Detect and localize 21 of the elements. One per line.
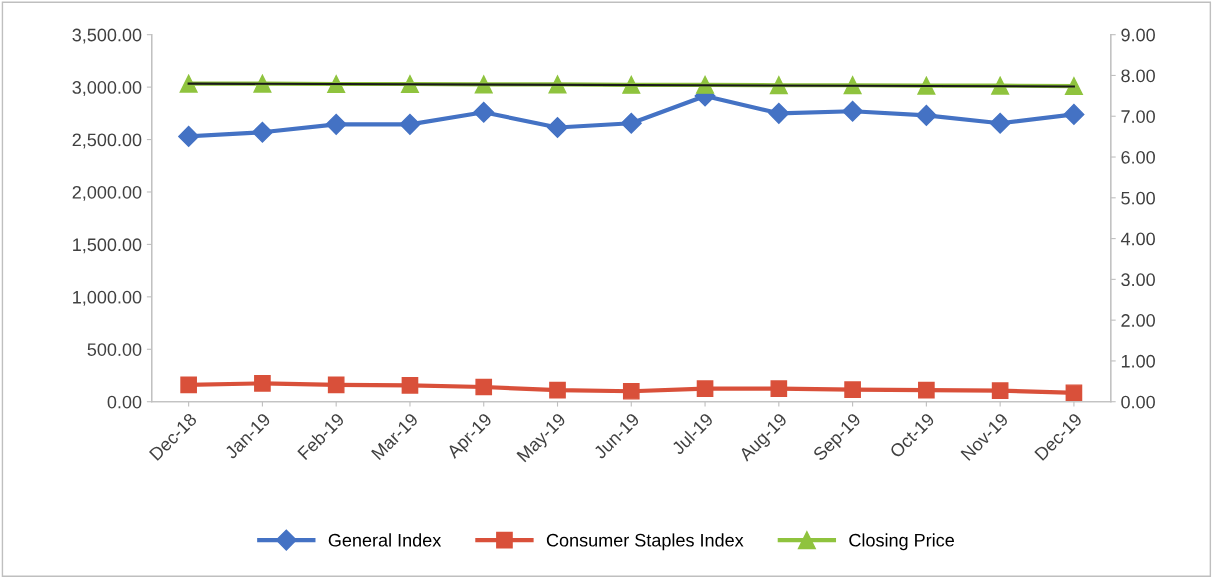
y-tick-label: 2,500.00	[72, 133, 142, 149]
y2-tick-label: 6.00	[1121, 150, 1155, 164]
y-tick-label: 1,000.00	[73, 290, 142, 306]
y-tick-label: 0.00	[107, 395, 142, 409]
legend-label: Consumer Staples Index	[546, 533, 744, 551]
y2-tick-label: 9.00	[1121, 28, 1155, 42]
y-tick-label: 3,500.00	[72, 28, 142, 44]
y2-tick-label: 3.00	[1121, 273, 1155, 287]
y-tick-label: 500.00	[87, 343, 142, 356]
y-tick-label: 2,000.00	[72, 185, 142, 201]
y2-tick-label: 4.00	[1120, 232, 1155, 246]
legend-label: General Index	[328, 533, 442, 547]
y2-tick-label: 0.00	[1121, 395, 1155, 409]
y2-tick-label: 7.00	[1121, 110, 1155, 123]
y2-tick-label: 5.00	[1121, 191, 1155, 205]
y-tick-label: 3,000.00	[72, 81, 142, 96]
y2-tick-label: 1.00	[1121, 354, 1155, 368]
y2-tick-label: 2.00	[1121, 314, 1155, 327]
y2-tick-label: 8.00	[1121, 69, 1155, 83]
legend-label: Closing Price	[849, 533, 954, 551]
y-tick-label: 1,500.00	[73, 238, 142, 254]
